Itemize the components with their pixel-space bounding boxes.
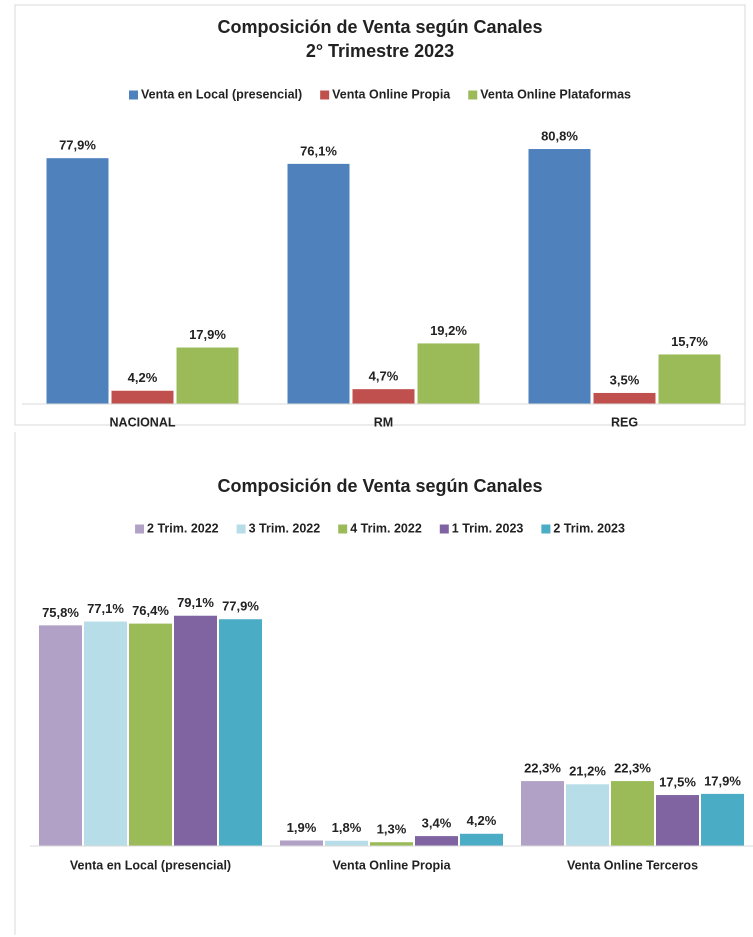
legend-swatch [439, 524, 449, 534]
legend-swatch [468, 90, 478, 100]
legend-swatch [320, 90, 330, 100]
value-label: 17,5% [659, 774, 696, 789]
value-label: 19,2% [430, 323, 467, 338]
bar [656, 795, 699, 846]
value-label: 17,9% [189, 327, 226, 342]
legend-label: 2 Trim. 2023 [553, 521, 625, 535]
value-label: 76,1% [300, 143, 337, 158]
value-label: 17,9% [704, 773, 741, 788]
bar [46, 158, 109, 404]
value-label: 22,3% [614, 761, 651, 776]
legend-label: Venta Online Propia [332, 87, 451, 101]
legend-label: 4 Trim. 2022 [350, 521, 422, 535]
bar [129, 623, 172, 846]
chart-title: Composición de Venta según Canales [217, 17, 542, 37]
x-tick-label: RM [374, 415, 393, 429]
value-label: 1,9% [287, 820, 317, 835]
legend-swatch [128, 90, 138, 100]
legend-label: 1 Trim. 2023 [452, 521, 524, 535]
value-label: 4,7% [369, 369, 399, 384]
legend-label: 3 Trim. 2022 [249, 521, 321, 535]
value-label: 1,3% [377, 822, 407, 837]
bar [325, 840, 368, 846]
x-tick-label: Venta Online Terceros [567, 858, 698, 872]
legend-label: 2 Trim. 2022 [147, 521, 219, 535]
bar [566, 784, 609, 846]
bar [280, 840, 323, 846]
value-label: 3,5% [610, 372, 640, 387]
bar [84, 621, 127, 846]
bar [111, 390, 174, 404]
value-label: 4,2% [128, 370, 158, 385]
bar [701, 793, 744, 846]
x-tick-label: Venta en Local (presencial) [70, 858, 231, 872]
value-label: 79,1% [177, 595, 214, 610]
value-label: 1,8% [332, 820, 362, 835]
bar [352, 389, 415, 404]
bar [415, 836, 458, 846]
legend-swatch [338, 524, 348, 534]
bar [287, 163, 350, 404]
value-label: 21,2% [569, 764, 606, 779]
legend-swatch [236, 524, 246, 534]
value-label: 15,7% [671, 334, 708, 349]
value-label: 77,9% [222, 599, 259, 614]
x-tick-label: Venta Online Propia [332, 858, 451, 872]
value-label: 75,8% [42, 605, 79, 620]
chart-border [14, 4, 746, 426]
x-tick-label: REG [611, 415, 638, 429]
chart-title: Composición de Venta según Canales [217, 476, 542, 496]
bar [370, 842, 413, 846]
legend-label: Venta en Local (presencial) [141, 87, 302, 101]
chart-subtitle: 2° Trimestre 2023 [306, 41, 454, 61]
value-label: 76,4% [132, 603, 169, 618]
bar [174, 615, 217, 846]
legend-swatch [541, 524, 551, 534]
bar [460, 833, 503, 846]
bar [176, 347, 239, 404]
bar [219, 619, 262, 846]
value-label: 77,9% [59, 138, 96, 153]
bar [593, 392, 656, 404]
bar [658, 354, 721, 404]
value-label: 77,1% [87, 601, 124, 616]
bar [39, 625, 82, 846]
value-label: 4,2% [467, 813, 497, 828]
value-label: 3,4% [422, 816, 452, 831]
bar [528, 149, 591, 404]
value-label: 22,3% [524, 761, 561, 776]
value-label: 80,8% [541, 128, 578, 143]
legend-label: Venta Online Plataformas [480, 87, 631, 101]
bar [417, 343, 480, 404]
legend-swatch [135, 524, 145, 534]
x-tick-label: NACIONAL [110, 415, 176, 429]
bar [521, 781, 564, 846]
bar [611, 781, 654, 846]
